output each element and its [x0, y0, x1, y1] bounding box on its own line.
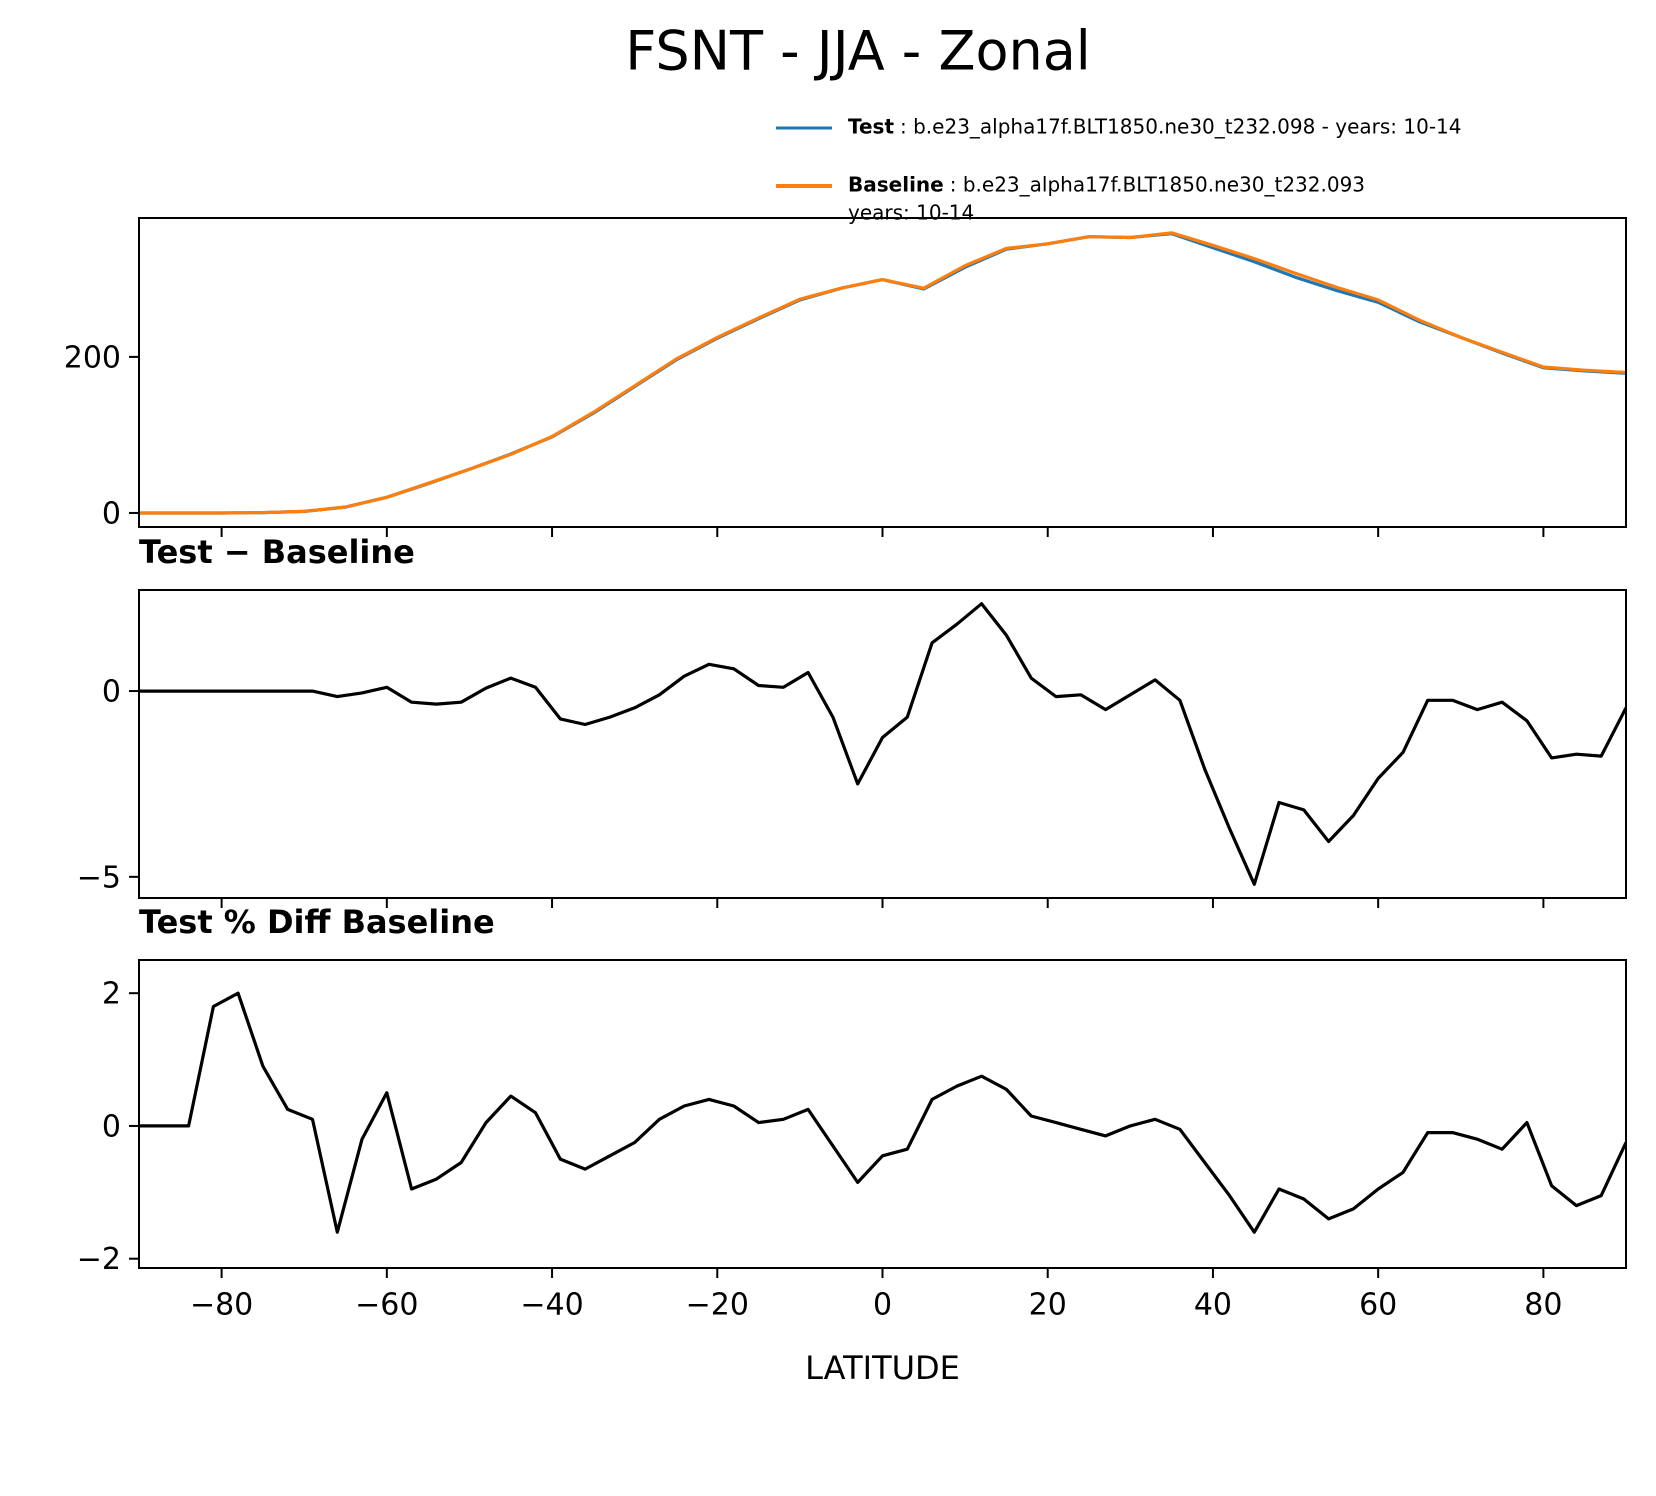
- x-tick-label: −20: [686, 1288, 749, 1323]
- x-tick-label: 60: [1359, 1288, 1397, 1323]
- legend-label: Test: [848, 115, 894, 139]
- y-tick-label: 2: [102, 977, 121, 1012]
- x-tick-label: −80: [190, 1288, 253, 1323]
- legend-detail: years: 10-14: [848, 201, 974, 225]
- data-line: [139, 602, 1626, 886]
- x-tick-label: 0: [873, 1288, 892, 1323]
- x-tick-label: 20: [1029, 1288, 1067, 1323]
- x-tick-label: 40: [1194, 1288, 1232, 1323]
- y-tick-label: 200: [64, 340, 121, 375]
- x-tick-label: −60: [355, 1288, 418, 1323]
- y-tick-label: 0: [102, 496, 121, 531]
- data-line: [139, 991, 1626, 1234]
- x-tick-label: −40: [520, 1288, 583, 1323]
- figure-title: FSNT - JJA - Zonal: [625, 20, 1091, 83]
- y-tick-label: 0: [102, 675, 121, 710]
- data-line: [139, 231, 1626, 515]
- y-tick-label: −2: [77, 1242, 121, 1277]
- plot-area: [139, 231, 1626, 515]
- panel-title: Test % Diff Baseline: [139, 903, 495, 941]
- y-tick-label: 0: [102, 1109, 121, 1144]
- x-tick-label: 80: [1524, 1288, 1562, 1323]
- y-tick-label: −5: [77, 860, 121, 895]
- plot-area: [139, 602, 1626, 886]
- plot-area: [139, 991, 1626, 1234]
- legend-detail: : b.e23_alpha17f.BLT1850.ne30_t232.098 -…: [900, 115, 1461, 139]
- panel-title: Test − Baseline: [139, 533, 415, 571]
- x-axis-label: LATITUDE: [805, 1349, 960, 1387]
- legend-detail: : b.e23_alpha17f.BLT1850.ne30_t232.093: [950, 173, 1365, 197]
- legend-label: Baseline: [848, 173, 944, 197]
